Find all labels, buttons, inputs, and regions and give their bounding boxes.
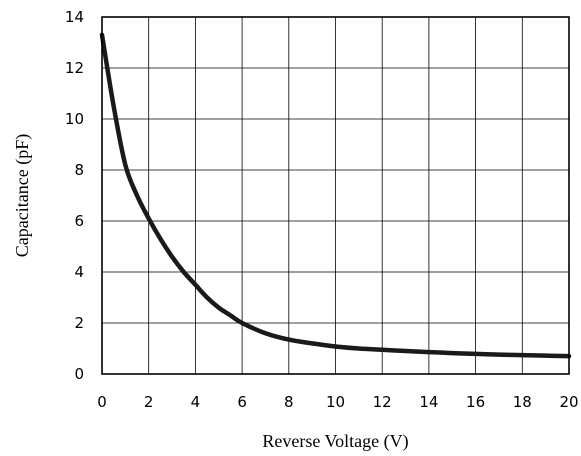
y-tick-label: 0 <box>74 365 84 383</box>
x-tick-label: 10 <box>326 393 345 411</box>
x-tick-label: 4 <box>191 393 201 411</box>
y-tick-label: 6 <box>74 212 84 230</box>
y-tick-label: 10 <box>65 110 84 128</box>
x-tick-label: 12 <box>373 393 392 411</box>
series-layer <box>99 32 572 359</box>
x-tick-label: 6 <box>237 393 247 411</box>
y-tick-label: 8 <box>74 161 84 179</box>
x-tick-label: 14 <box>419 393 438 411</box>
x-tick-label: 0 <box>97 393 107 411</box>
y-tick-label: 2 <box>74 314 84 332</box>
x-tick-label: 18 <box>513 393 532 411</box>
y-tick-label: 14 <box>65 8 84 26</box>
x-tick-label: 20 <box>559 393 578 411</box>
plot-frame <box>101 16 570 375</box>
grid-lines <box>102 17 569 374</box>
y-tick-label: 4 <box>74 263 84 281</box>
capacitance-curve <box>99 32 572 359</box>
x-tick-label: 16 <box>466 393 485 411</box>
x-tick-label: 2 <box>144 393 154 411</box>
x-axis-title: Reverse Voltage (V) <box>262 431 408 452</box>
x-tick-labels: 0 2 4 6 8 10 12 14 16 18 20 <box>97 393 578 411</box>
x-tick-label: 8 <box>284 393 294 411</box>
y-axis-title: Capacitance (pF) <box>12 134 33 257</box>
y-tick-label: 12 <box>65 59 84 77</box>
y-tick-labels: 0 2 4 6 8 10 12 14 <box>65 8 84 383</box>
